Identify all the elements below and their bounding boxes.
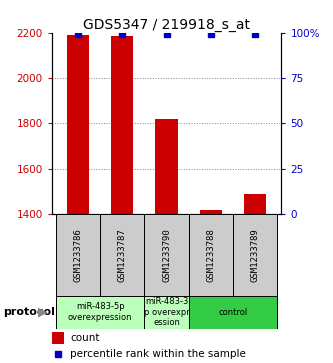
FancyBboxPatch shape — [188, 214, 233, 296]
Bar — [52, 333, 64, 344]
Bar — [244, 194, 266, 214]
Text: GSM1233787: GSM1233787 — [118, 228, 127, 282]
Bar — [67, 35, 89, 214]
FancyBboxPatch shape — [56, 296, 145, 329]
Text: GSM1233790: GSM1233790 — [162, 228, 171, 282]
FancyBboxPatch shape — [145, 214, 188, 296]
FancyBboxPatch shape — [56, 214, 100, 296]
FancyBboxPatch shape — [100, 214, 145, 296]
FancyBboxPatch shape — [233, 214, 277, 296]
Bar — [156, 119, 177, 214]
Text: miR-483-3
p overexpr
ession: miR-483-3 p overexpr ession — [144, 297, 189, 327]
Text: GSM1233789: GSM1233789 — [250, 228, 259, 282]
Text: ▶: ▶ — [38, 306, 48, 319]
Text: count: count — [70, 333, 100, 343]
Text: miR-483-5p
overexpression: miR-483-5p overexpression — [68, 302, 133, 322]
Text: percentile rank within the sample: percentile rank within the sample — [70, 350, 246, 359]
Title: GDS5347 / 219918_s_at: GDS5347 / 219918_s_at — [83, 18, 250, 32]
Text: protocol: protocol — [3, 307, 55, 317]
Text: control: control — [218, 308, 247, 317]
Bar — [200, 210, 222, 214]
FancyBboxPatch shape — [188, 296, 277, 329]
Text: GSM1233786: GSM1233786 — [74, 228, 83, 282]
Bar — [111, 36, 133, 214]
FancyBboxPatch shape — [145, 296, 188, 329]
Text: GSM1233788: GSM1233788 — [206, 228, 215, 282]
